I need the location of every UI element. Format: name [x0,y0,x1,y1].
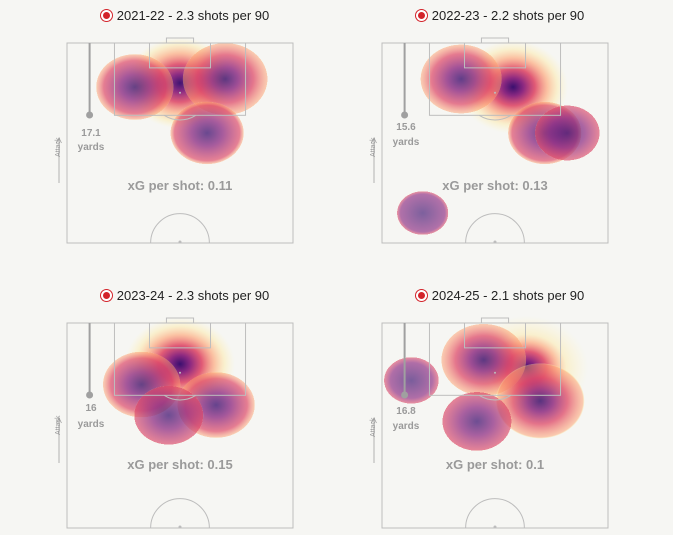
heat-hotspot [420,44,502,114]
shot-distance-unit: yards [77,142,105,153]
heat-hotspot [133,385,204,445]
heat-hotspot [383,357,439,404]
goal [165,37,195,44]
penalty-arc [163,114,197,121]
heat-hotspot [534,105,600,161]
distance-dot [401,391,409,399]
xg-per-shot-label: xG per shot: 0.13 [442,178,548,193]
pitch-lines [381,317,609,529]
centre-spot [493,240,497,244]
shot-distance-unit: yards [77,419,105,430]
pitch-heatmap [56,37,294,244]
club-badge-icon [100,9,112,21]
shot-distance-value: 16.8 [396,406,416,417]
heatmap-panel-2022-23: 2022-23 - 2.2 shots per 90 15.6 yards At… [370,5,630,255]
panel-title: 2022-23 - 2.2 shots per 90 [370,5,630,25]
club-badge-icon [415,289,427,301]
panel-title-text: 2021-22 - 2.3 shots per 90 [116,7,270,23]
pitch-lines [381,37,609,244]
penalty-spot [179,91,181,94]
penalty-arc [478,394,512,401]
heat-hotspot [495,363,585,439]
attack-arrow-icon [371,137,377,183]
xg-per-shot-label: xG per shot: 0.15 [127,457,233,472]
distance-dot [86,111,94,119]
heatmap-panel-2024-25: 2024-25 - 2.1 shots per 90 16.8 yards At… [370,285,630,535]
heatmap-panel-2023-24: 2023-24 - 2.3 shots per 90 16 yards Atta… [55,285,315,535]
shot-distance-marker [401,43,409,119]
attack-direction-label: Attack [370,417,377,437]
pitch-heatmap [56,317,294,529]
heat-layer [102,317,256,445]
pitch-heatmap [371,315,609,529]
distance-dot [401,111,409,119]
penalty-spot [494,91,496,94]
heat-hotspot [442,391,512,451]
heat-hotspot [182,42,268,116]
centre-circle [150,213,210,244]
panel-title: 2024-25 - 2.1 shots per 90 [370,285,630,305]
panel-title-text: 2024-25 - 2.1 shots per 90 [431,287,585,303]
heatmap-panel-2021-22: 2021-22 - 2.3 shots per 90 17.1 yards At… [55,5,315,255]
distance-dot [86,391,94,399]
centre-circle [465,498,525,529]
pitch-heatmap [371,37,609,244]
pitch-lines [66,317,294,529]
shot-distance-marker [401,323,409,399]
shot-distance-marker [86,323,94,399]
heat-hotspot [170,101,245,165]
heat-layer [383,315,589,451]
panel-title-text: 2023-24 - 2.3 shots per 90 [116,287,270,303]
xg-per-shot-label: xG per shot: 0.11 [127,178,233,193]
attack-direction-label: Attack [55,415,62,435]
centre-circle [465,213,525,244]
panel-title-text: 2022-23 - 2.2 shots per 90 [431,7,585,23]
goal [480,37,510,44]
centre-spot [493,525,497,529]
shot-distance-marker [86,43,94,119]
club-badge-icon [415,9,427,21]
penalty-arc [478,114,512,121]
attack-arrow-icon [56,137,62,183]
penalty-spot [494,371,496,374]
shot-distance-value: 17.1 [81,128,101,139]
penalty-spot [179,371,181,374]
attack-direction-label: Attack [370,137,377,157]
panel-title: 2023-24 - 2.3 shots per 90 [55,285,315,305]
heat-layer [396,40,600,235]
heat-layer [95,37,268,165]
club-badge-icon [100,289,112,301]
attack-arrow-icon [56,417,62,463]
goal [165,317,195,324]
shot-distance-unit: yards [392,137,420,148]
xg-per-shot-label: xG per shot: 0.1 [445,457,545,472]
panel-title: 2021-22 - 2.3 shots per 90 [55,5,315,25]
centre-spot [178,240,182,244]
attack-arrow-icon [371,417,377,463]
pitch-lines [66,37,294,244]
centre-circle [150,498,210,529]
shot-distance-value: 15.6 [396,122,416,133]
penalty-arc [163,394,197,401]
attack-direction-label: Attack [55,137,62,157]
goal [480,317,510,324]
shot-distance-value: 16 [85,403,97,414]
heat-hotspot [396,191,449,235]
shot-distance-unit: yards [392,421,420,432]
heat-hotspot [95,53,174,121]
centre-spot [178,525,182,529]
